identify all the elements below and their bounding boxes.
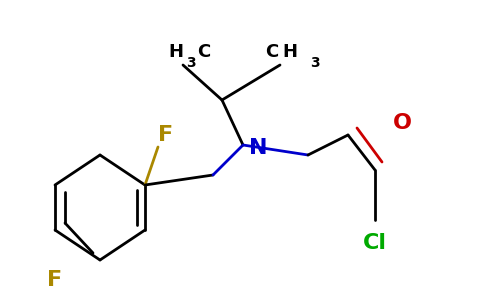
Text: C: C [197,43,210,61]
Text: H: H [282,43,297,61]
Text: C: C [265,43,278,61]
Text: 3: 3 [310,56,319,70]
Text: H: H [168,43,183,61]
Text: Cl: Cl [363,233,387,253]
Text: O: O [393,113,412,133]
Text: 3: 3 [186,56,196,70]
Text: F: F [47,270,62,290]
Text: F: F [158,125,173,145]
Text: N: N [249,138,267,158]
